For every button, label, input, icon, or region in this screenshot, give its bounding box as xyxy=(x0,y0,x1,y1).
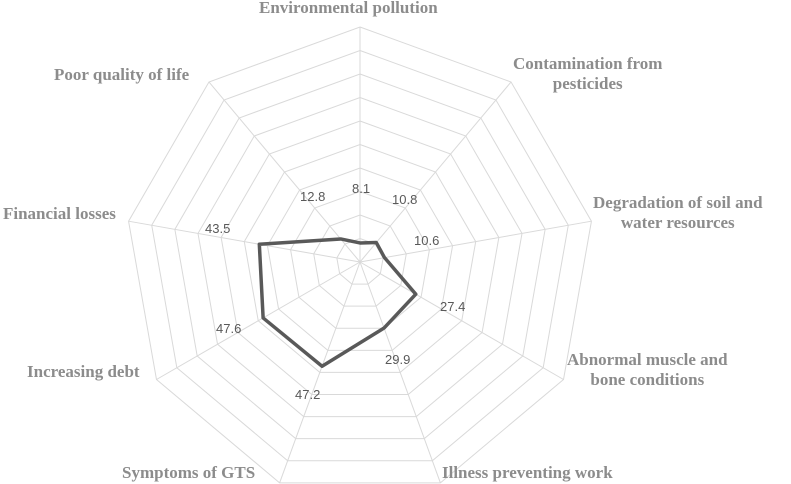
category-label-contamination-line2: pesticides xyxy=(552,74,623,93)
category-label-contamination-line1: Contamination from xyxy=(513,54,663,73)
grid-ring-10 xyxy=(128,26,592,484)
category-label-abnormal-muscle: Abnormal muscle and bone conditions xyxy=(567,350,728,390)
grid-ring-9 xyxy=(151,49,569,462)
category-label-abnormal-line2: bone conditions xyxy=(590,370,705,389)
spoke-3 xyxy=(359,261,564,380)
value-label-financial-losses: 43.5 xyxy=(205,221,231,236)
value-label-symptoms: 47.2 xyxy=(295,387,321,402)
category-label-illness-preventing-work: Illness preventing work xyxy=(442,463,613,482)
category-label-symptoms-of-gts: Symptoms of GTS xyxy=(122,463,256,482)
radar-spokes xyxy=(128,27,592,483)
value-label-contamination: 10.8 xyxy=(392,192,418,207)
grid-ring-3 xyxy=(290,190,430,329)
value-label-environmental-pollution: 8.1 xyxy=(352,181,371,196)
grid-ring-6 xyxy=(220,120,500,395)
value-label-abnormal-muscle: 27.4 xyxy=(440,299,466,314)
value-label-increasing-debt: 47.6 xyxy=(216,321,242,336)
value-label-degradation: 10.6 xyxy=(414,233,440,248)
category-label-degradation-line2: water resources xyxy=(620,213,735,232)
value-label-poor-quality: 12.8 xyxy=(300,189,326,204)
grid-ring-4 xyxy=(266,167,454,351)
category-label-poor-quality-of-life: Poor quality of life xyxy=(54,65,190,84)
spoke-5 xyxy=(279,261,361,483)
spoke-4 xyxy=(359,261,441,483)
value-label-illness: 29.9 xyxy=(385,352,411,367)
series-polygon xyxy=(257,237,418,368)
category-label-contamination-from-pesticides: Contamination from pesticides xyxy=(513,54,662,94)
category-label-degradation-line1: Degradation of soil and xyxy=(593,193,763,212)
grid-ring-8 xyxy=(174,73,546,440)
category-label-increasing-debt: Increasing debt xyxy=(27,362,140,381)
category-label-degradation: Degradation of soil and water resources xyxy=(593,193,763,233)
radar-grid xyxy=(128,26,592,484)
spoke-6 xyxy=(156,261,361,380)
category-label-financial-losses: Financial losses xyxy=(3,204,116,223)
spoke-8 xyxy=(208,81,361,263)
spoke-7 xyxy=(128,220,361,263)
category-label-environmental-pollution: Environmental pollution xyxy=(259,0,438,17)
grid-ring-5 xyxy=(243,143,477,373)
grid-ring-7 xyxy=(197,96,523,418)
category-label-abnormal-line1: Abnormal muscle and xyxy=(567,350,728,369)
spoke-2 xyxy=(359,220,592,263)
spoke-1 xyxy=(359,81,512,263)
